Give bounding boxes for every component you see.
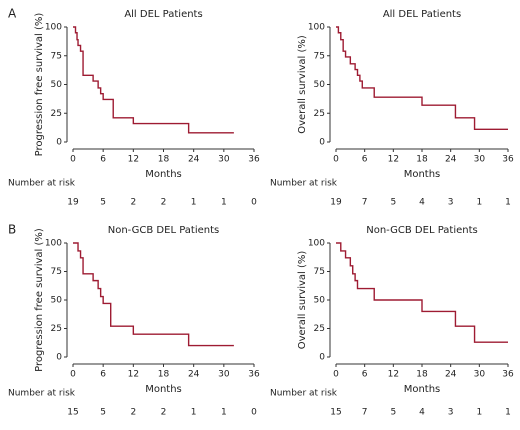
risk-count: 2 [130,408,136,418]
y-tick-label: 0 [319,353,325,363]
y-tick-label: 75 [314,267,325,277]
x-axis-label: Months [404,384,441,395]
y-tick-label: 75 [314,51,325,61]
x-tick-label: 18 [158,155,170,165]
y-tick-label: 100 [45,23,62,33]
y-tick-label: 75 [51,51,62,61]
x-tick-label: 24 [188,155,200,165]
risk-count: 7 [362,198,368,208]
x-tick-label: 12 [128,155,139,165]
y-tick-label: 100 [45,239,62,249]
y-tick-label: 75 [51,267,62,277]
x-tick-label: 0 [333,370,339,380]
panel-label: B [8,223,16,237]
x-tick-label: 18 [416,155,428,165]
risk-count: 7 [362,408,368,418]
risk-count: 2 [161,408,167,418]
y-axis-label: Overall survival (%) [297,35,308,134]
y-tick-label: 0 [319,138,325,148]
y-tick-label: 0 [56,353,62,363]
x-tick-label: 30 [474,155,486,165]
y-tick-label: 0 [56,138,62,148]
x-tick-label: 18 [158,370,170,380]
risk-count: 1 [476,408,482,418]
survival-curve [336,26,508,131]
y-tick-label: 25 [51,324,62,334]
y-axis-label: Progression free survival (%) [34,13,45,157]
risk-count: 19 [67,198,79,208]
x-tick-label: 36 [248,155,260,165]
panel-label: A [8,7,17,21]
risk-label: Number at risk [8,389,76,399]
risk-count: 1 [221,198,227,208]
risk-count: 5 [390,408,396,418]
x-tick-label: 24 [188,370,200,380]
x-tick-label: 30 [218,155,230,165]
y-tick-label: 25 [51,109,62,119]
x-tick-label: 6 [362,370,368,380]
risk-label: Number at risk [270,179,338,189]
y-axis-label: Progression free survival (%) [34,228,45,372]
risk-count: 4 [419,198,425,208]
y-tick-label: 100 [308,239,325,249]
chart-title: Non-GCB DEL Patients [108,225,219,236]
x-tick-label: 0 [333,155,339,165]
survival-curve [73,26,234,134]
chart-title: All DEL Patients [383,9,461,20]
x-tick-label: 0 [70,155,76,165]
risk-count: 0 [251,408,257,418]
y-tick-label: 50 [314,296,326,306]
risk-count: 5 [390,198,396,208]
risk-count: 3 [448,198,454,208]
risk-count: 2 [161,198,167,208]
risk-count: 1 [476,198,482,208]
y-tick-label: 50 [314,80,326,90]
chart-title: Non-GCB DEL Patients [366,225,477,236]
x-axis-label: Months [145,384,182,395]
y-tick-label: 100 [308,23,325,33]
x-tick-label: 0 [70,370,76,380]
risk-count: 1 [505,198,511,208]
risk-count: 0 [251,198,257,208]
x-tick-label: 12 [388,155,399,165]
risk-count: 4 [419,408,425,418]
x-tick-label: 24 [445,155,457,165]
x-tick-label: 6 [100,370,106,380]
x-tick-label: 18 [416,370,428,380]
risk-label: Number at risk [8,179,76,189]
x-tick-label: 24 [445,370,457,380]
risk-count: 1 [191,408,197,418]
chart-title: All DEL Patients [124,9,202,20]
risk-count: 1 [191,198,197,208]
risk-count: 5 [100,198,106,208]
x-tick-label: 6 [100,155,106,165]
survival-curve [73,242,234,347]
x-tick-label: 30 [218,370,230,380]
risk-label: Number at risk [270,389,338,399]
risk-count: 3 [448,408,454,418]
risk-count: 19 [330,198,342,208]
risk-count: 1 [505,408,511,418]
risk-count: 2 [130,198,136,208]
x-axis-label: Months [145,169,182,180]
x-tick-label: 6 [362,155,368,165]
y-tick-label: 25 [314,109,325,119]
y-tick-label: 25 [314,324,325,334]
x-tick-label: 12 [128,370,139,380]
risk-count: 1 [221,408,227,418]
risk-count: 15 [330,408,341,418]
x-axis-label: Months [404,169,441,180]
x-tick-label: 12 [388,370,399,380]
y-tick-label: 50 [51,80,63,90]
y-axis-label: Overall survival (%) [297,251,308,350]
x-tick-label: 36 [502,155,514,165]
survival-curve [336,242,508,343]
risk-count: 5 [100,408,106,418]
x-tick-label: 30 [474,370,486,380]
x-tick-label: 36 [248,370,260,380]
x-tick-label: 36 [502,370,514,380]
risk-count: 15 [67,408,78,418]
y-tick-label: 50 [51,296,63,306]
